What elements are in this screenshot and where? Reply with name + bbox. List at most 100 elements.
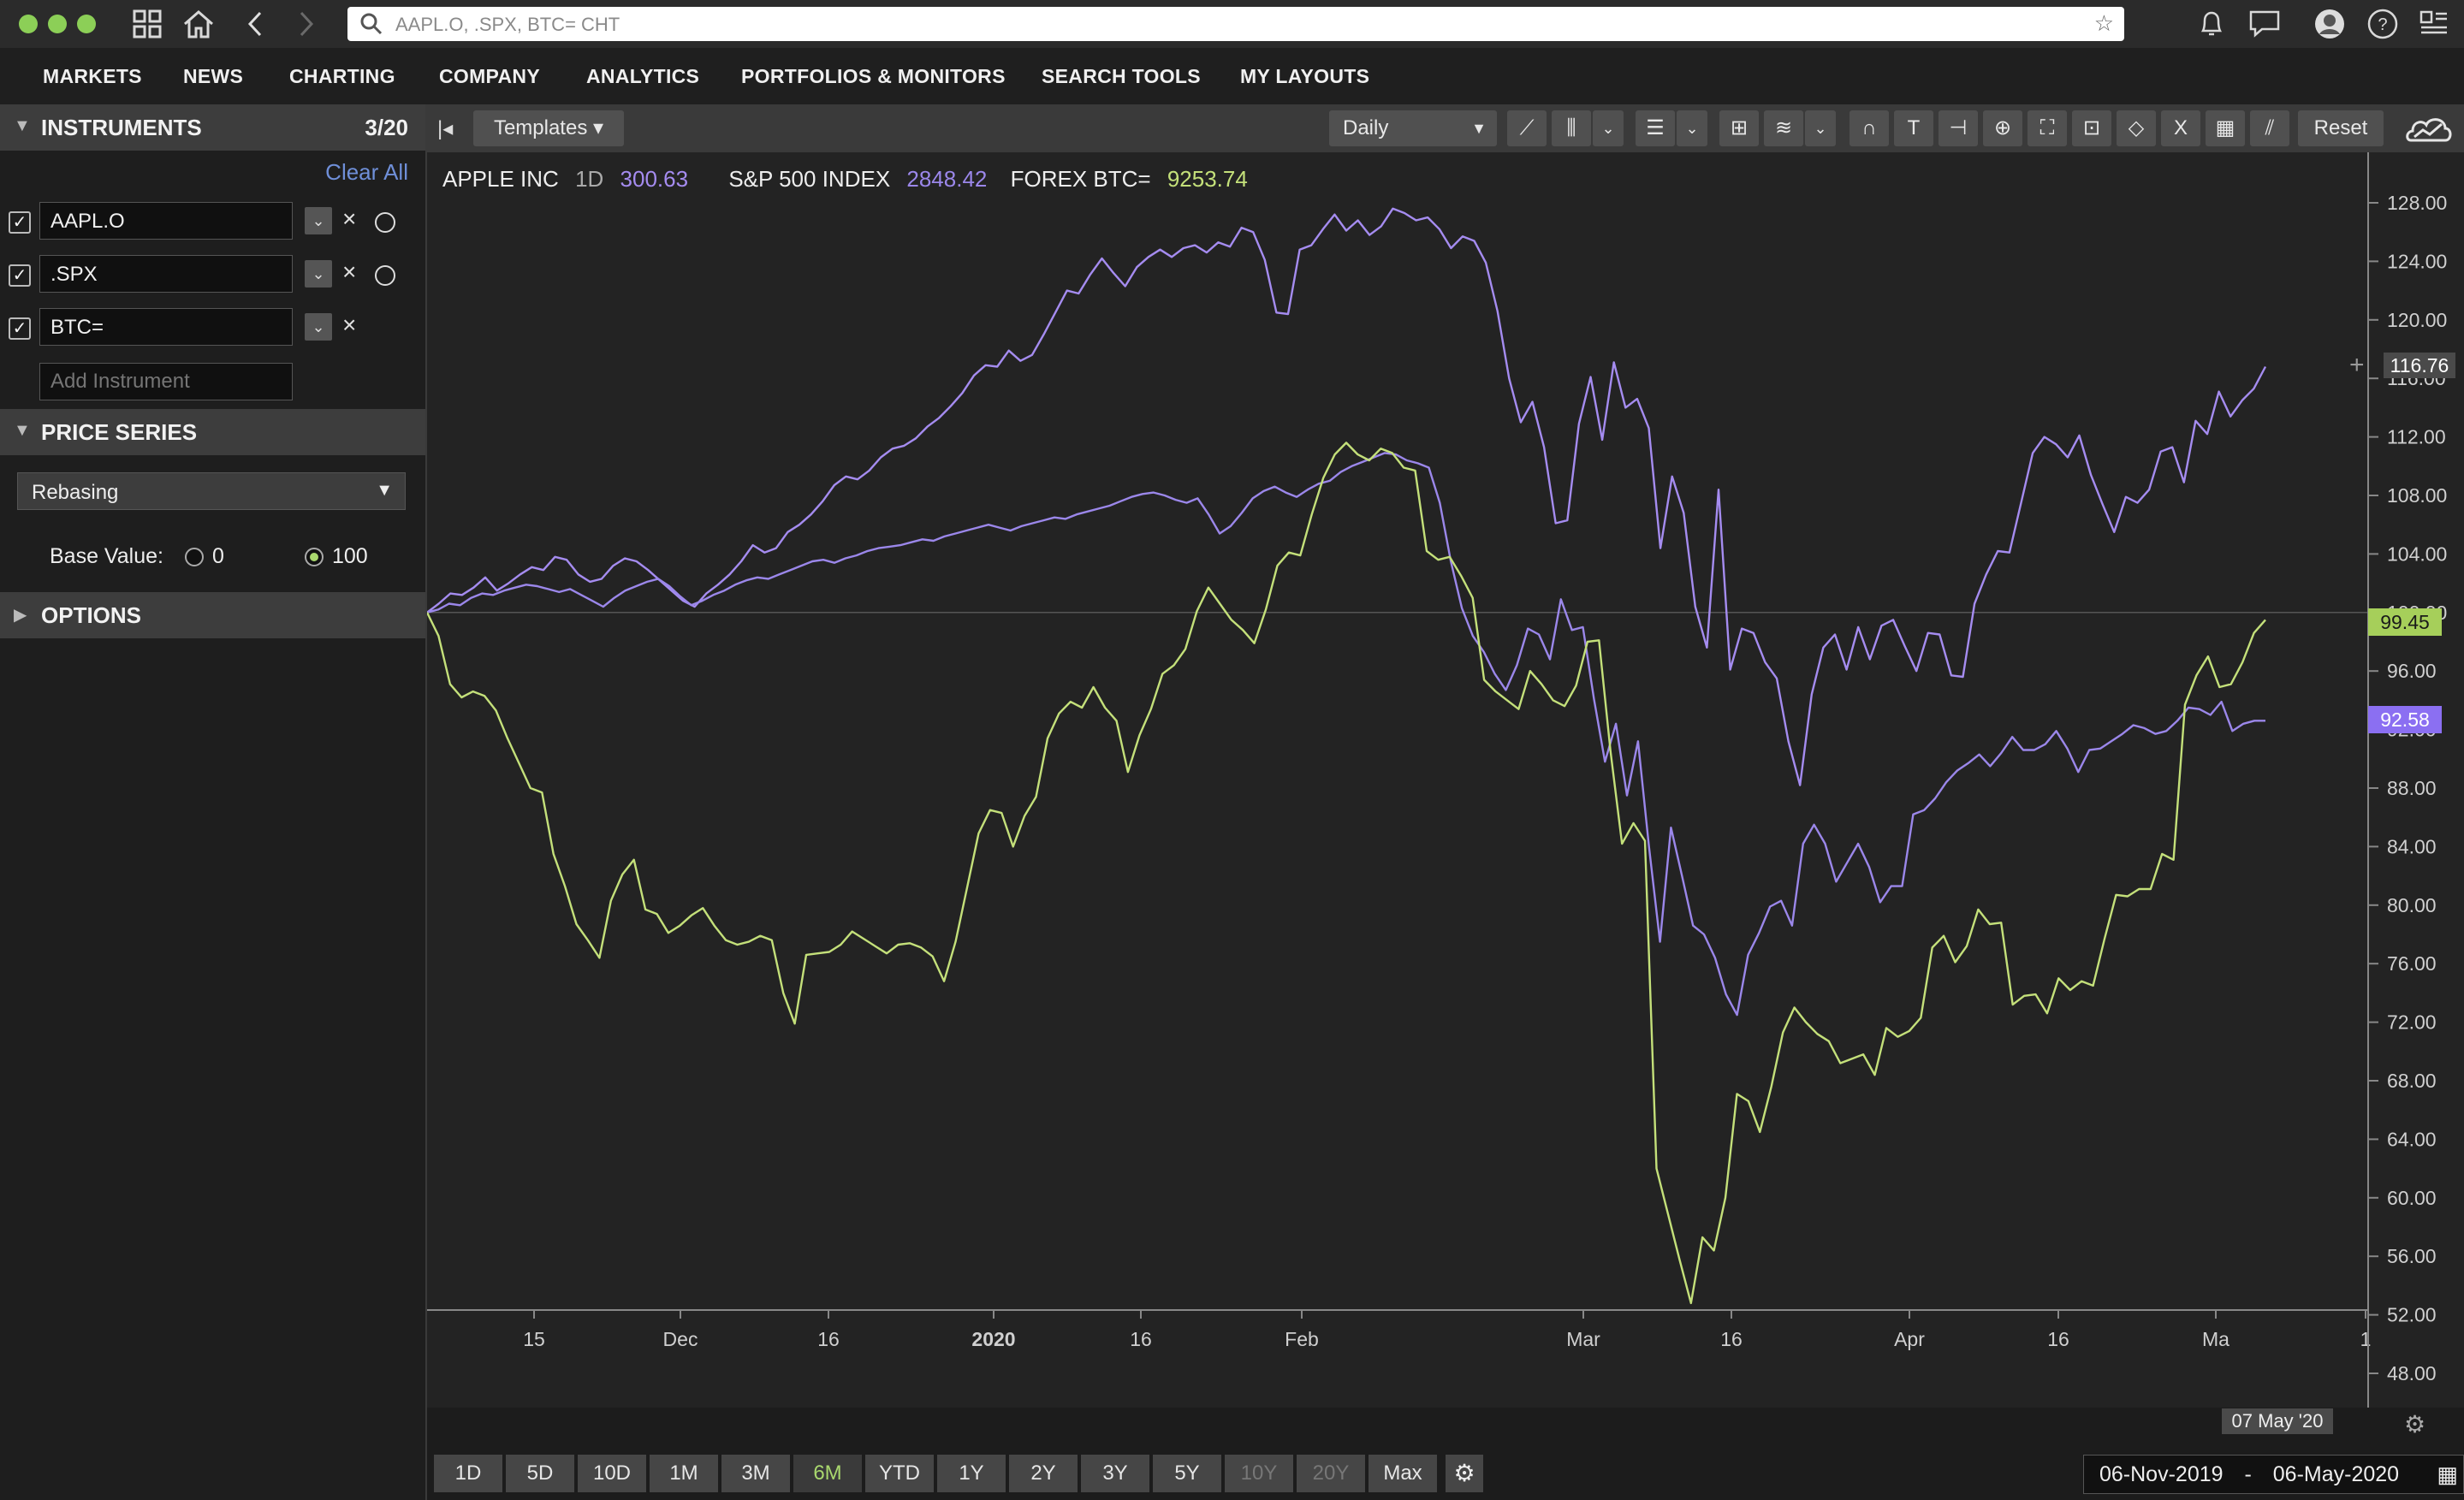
spx-series-line — [427, 452, 2265, 1017]
minimize-window-button[interactable] — [48, 15, 67, 33]
menu-search-tools[interactable]: SEARCH TOOLS — [1042, 65, 1201, 87]
instruments-header[interactable]: ▼ INSTRUMENTS 3/20 — [0, 104, 425, 151]
base-zero-radio[interactable] — [185, 548, 204, 566]
chevron-down-icon[interactable]: ⌄ — [1805, 110, 1836, 146]
table-icon[interactable]: ▦ — [2206, 110, 2245, 146]
menu-news[interactable]: NEWS — [183, 65, 244, 87]
options-header[interactable]: ▶ OPTIONS — [0, 592, 425, 638]
interval-select[interactable]: Daily ▼ — [1329, 110, 1497, 146]
instrument-field[interactable]: .SPX — [39, 255, 293, 293]
bell-icon[interactable] — [2194, 0, 2229, 54]
chevron-down-icon[interactable]: ⌄ — [1593, 110, 1624, 146]
menu-markets[interactable]: MARKETS — [43, 65, 142, 87]
search-bar[interactable]: AAPL.O, .SPX, BTC= CHT ☆ — [347, 7, 2124, 41]
date-to: 06-May-2020 — [2272, 1462, 2400, 1486]
range-button-1y[interactable]: 1Y — [937, 1455, 1006, 1492]
range-button-6m[interactable]: 6M — [793, 1455, 862, 1492]
grid-icon[interactable] — [128, 0, 166, 54]
search-input[interactable]: AAPL.O, .SPX, BTC= CHT — [395, 14, 620, 35]
studies-icon[interactable]: ⊞ — [1719, 110, 1759, 146]
chart-settings-icon[interactable]: ⫽ — [2250, 110, 2289, 146]
home-icon[interactable] — [178, 0, 219, 54]
fit-icon[interactable]: ⛶ — [2028, 110, 2067, 146]
reset-button[interactable]: Reset — [2298, 110, 2384, 146]
range-button-3m[interactable]: 3M — [721, 1455, 790, 1492]
clock-icon[interactable] — [375, 212, 395, 233]
instrument-field[interactable]: AAPL.O — [39, 202, 293, 240]
clear-all-link[interactable]: Clear All — [325, 159, 408, 185]
calendar-icon[interactable]: ▦ — [2437, 1461, 2458, 1487]
remove-icon[interactable]: × — [342, 258, 357, 285]
x-tick-label: Ma — [2202, 1328, 2229, 1350]
add-crosshair-icon[interactable]: + — [2349, 351, 2365, 379]
chevron-down-icon[interactable]: ⌄ — [305, 313, 332, 341]
list-icon[interactable]: ☰ — [1636, 110, 1675, 146]
remove-icon[interactable]: × — [342, 311, 357, 338]
menu-analytics[interactable]: ANALYTICS — [586, 65, 700, 87]
price-chart[interactable]: 15 Dec 16 2020 16 Feb Mar 16 Apr 16 Ma 1 128.00 124.… — [427, 152, 2464, 1408]
options-title: OPTIONS — [41, 602, 142, 628]
menu-portfolios-monitors[interactable]: PORTFOLIOS & MONITORS — [741, 65, 1006, 87]
templates-button[interactable]: Templates ▾ — [473, 110, 624, 146]
range-button-3y[interactable]: 3Y — [1081, 1455, 1149, 1492]
zoom-window-button[interactable] — [77, 15, 96, 33]
line-chart-icon[interactable]: ⟋ — [1507, 110, 1547, 146]
search-icon — [359, 10, 383, 42]
base-hundred-radio[interactable] — [305, 548, 324, 566]
y-tick-label: 120.00 — [2387, 309, 2447, 331]
instrument-checkbox[interactable]: ✓ — [9, 317, 31, 340]
x-tick-label: Dec — [663, 1328, 698, 1350]
candle-chart-icon[interactable]: ⫼ — [1552, 110, 1591, 146]
chevron-down-icon[interactable]: ⌄ — [305, 207, 332, 234]
chevron-down-icon[interactable]: ⌄ — [1677, 110, 1707, 146]
instrument-checkbox[interactable]: ✓ — [9, 264, 31, 287]
expand-icon[interactable]: ⊡ — [2072, 110, 2111, 146]
range-button-max[interactable]: Max — [1369, 1455, 1437, 1492]
y-tick-label: 56.00 — [2387, 1245, 2437, 1267]
magnet-icon[interactable]: ∩ — [1849, 110, 1889, 146]
chart-area[interactable]: 15 Dec 16 2020 16 Feb Mar 16 Apr 16 Ma 1 128.00 124.… — [427, 152, 2464, 1438]
chevron-down-icon[interactable]: ⌄ — [305, 260, 332, 288]
panel-icon[interactable] — [2415, 0, 2453, 54]
clock-icon[interactable] — [375, 265, 395, 286]
profile-icon[interactable] — [2311, 0, 2348, 56]
date-range-field[interactable]: 06-Nov-2019 - 06-May-2020 ▦ — [2083, 1455, 2464, 1494]
chart-toolbar: |◂ Templates ▾ Daily ▼ ⟋ ⫼ ⌄ ☰ ⌄ ⊞ ≋ ⌄ ∩… — [427, 104, 2464, 152]
text-icon[interactable]: T — [1894, 110, 1933, 146]
add-instrument-input[interactable] — [39, 363, 293, 400]
range-button-1m[interactable]: 1M — [650, 1455, 718, 1492]
menu-my-layouts[interactable]: MY LAYOUTS — [1240, 65, 1370, 87]
excel-icon[interactable]: X — [2161, 110, 2200, 146]
help-icon[interactable]: ? — [2364, 0, 2402, 56]
forward-icon[interactable] — [291, 0, 322, 52]
settings-icon[interactable]: ⚙ — [2404, 1411, 2426, 1438]
range-button-5y[interactable]: 5Y — [1153, 1455, 1221, 1492]
range-button-2y[interactable]: 2Y — [1009, 1455, 1078, 1492]
menu-charting[interactable]: CHARTING — [289, 65, 395, 87]
remove-icon[interactable]: × — [342, 205, 357, 232]
back-icon[interactable] — [240, 0, 270, 52]
instrument-field[interactable]: BTC= — [39, 308, 293, 346]
crosshair-icon[interactable]: ⊣ — [1939, 110, 1978, 146]
close-window-button[interactable] — [19, 15, 38, 33]
compare-icon[interactable]: ◇ — [2117, 110, 2156, 146]
range-button-ytd[interactable]: YTD — [865, 1455, 934, 1492]
range-button-5d[interactable]: 5D — [506, 1455, 574, 1492]
range-button-10d[interactable]: 10D — [578, 1455, 646, 1492]
range-settings-icon[interactable]: ⚙ — [1446, 1455, 1483, 1492]
collapse-panel-icon[interactable]: |◂ — [437, 117, 454, 140]
menu-company[interactable]: COMPANY — [439, 65, 540, 87]
price-series-header[interactable]: ▼ PRICE SERIES — [0, 409, 425, 455]
y-tick-label: 124.00 — [2387, 250, 2447, 272]
waves-icon[interactable]: ≋ — [1764, 110, 1803, 146]
star-icon[interactable]: ☆ — [2093, 10, 2114, 36]
dropdown-arrow-icon: ▼ — [376, 481, 393, 500]
zoom-icon[interactable]: ⊕ — [1983, 110, 2022, 146]
cloud-icon[interactable] — [2404, 111, 2454, 150]
chat-icon[interactable] — [2246, 0, 2283, 54]
instrument-checkbox[interactable]: ✓ — [9, 211, 31, 234]
expand-icon: ▶ — [14, 606, 27, 625]
range-button-20y: 20Y — [1297, 1455, 1365, 1492]
range-button-1d[interactable]: 1D — [434, 1455, 502, 1492]
rebasing-select[interactable]: Rebasing ▼ — [17, 472, 406, 510]
